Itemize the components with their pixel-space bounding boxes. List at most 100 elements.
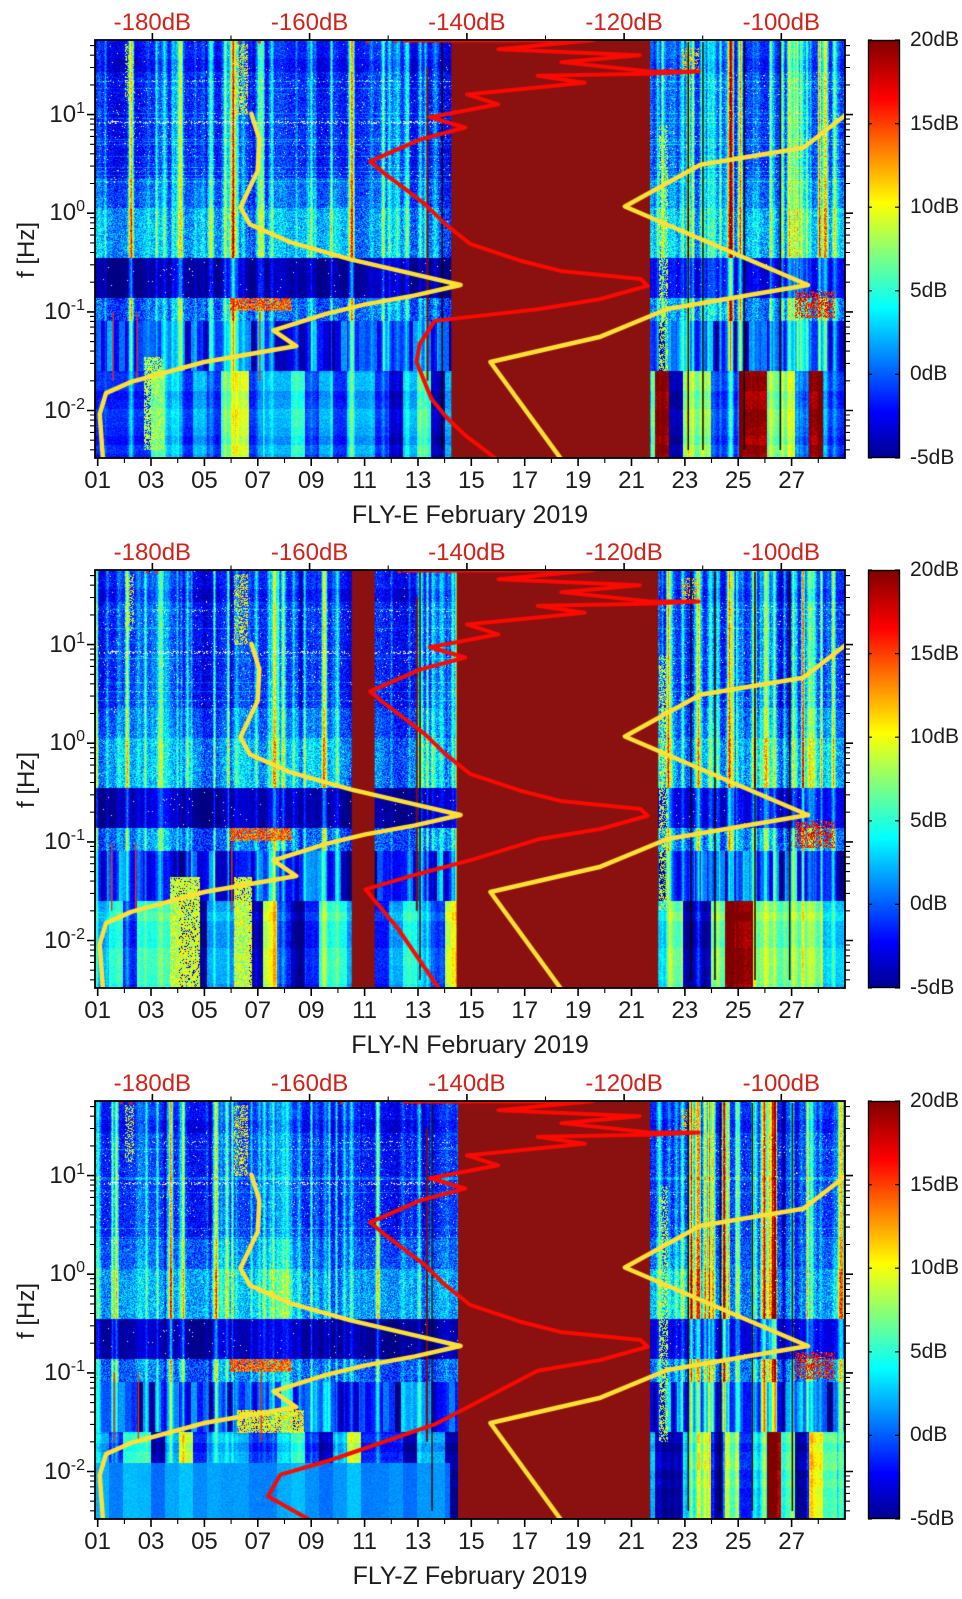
y-tick-exponent: 0 xyxy=(76,198,85,216)
x-axis-tick-label: 03 xyxy=(137,467,165,494)
top-axis-tick-label: -180dB xyxy=(113,9,192,36)
y-tick-base: 10 xyxy=(49,1260,77,1288)
y-tick-exponent: 1 xyxy=(76,1160,85,1178)
x-axis-tick-label: 05 xyxy=(191,1528,218,1555)
top-axis-tick-label: -140dB xyxy=(428,1070,506,1097)
colorbar-ticks xyxy=(867,39,901,459)
y-tick-exponent: 1 xyxy=(76,629,85,647)
y-axis-tick-label: 10-2 xyxy=(17,926,85,955)
x-axis-tick-label: 07 xyxy=(244,997,272,1024)
colorbar-tick-label: 5dB xyxy=(910,278,948,302)
top-axis-tick-label: -120dB xyxy=(585,9,663,36)
x-axis-tick-label: 17 xyxy=(511,997,539,1024)
x-axis-tick-label: 07 xyxy=(244,1528,272,1555)
x-axis-tick-label: 03 xyxy=(137,1528,165,1555)
y-tick-base: 10 xyxy=(49,1161,77,1189)
spectrogram-panel-fly-n: -180dB -160dB -140dB -120dB -100dB 01 03 05 07 0… xyxy=(13,539,959,1059)
x-axis-tick-label: 23 xyxy=(671,997,699,1024)
y-tick-exponent: 1 xyxy=(76,99,85,117)
x-axis-tick-label: 23 xyxy=(671,467,699,494)
x-axis-tick-label: 13 xyxy=(404,467,432,494)
top-axis-tick-label: -140dB xyxy=(428,539,506,566)
colorbar: 20dB 15dB 10dB 5dB 0dB -5dB xyxy=(867,1089,959,1530)
y-axis-tick-label: 10-1 xyxy=(17,1358,85,1387)
colorbar-tick-label: 15dB xyxy=(910,1172,960,1196)
colorbar-tick-label: -5dB xyxy=(910,446,955,469)
top-axis-tick-label: -180dB xyxy=(113,539,192,566)
top-axis-tick-label: -160dB xyxy=(270,1070,349,1097)
y-axis-tick-label: 101 xyxy=(17,1161,85,1190)
x-axis-tick-label: 15 xyxy=(457,467,485,494)
colorbar-border xyxy=(867,39,901,459)
y-tick-base: 10 xyxy=(44,1457,71,1485)
x-axis-tick-label: 27 xyxy=(778,1528,805,1555)
x-axis-tick-label: 11 xyxy=(352,997,378,1024)
x-axis-tick-label: 17 xyxy=(511,1528,539,1555)
colorbar-tick-label: 15dB xyxy=(910,111,960,135)
x-axis-tick-label: 01 xyxy=(84,1528,111,1555)
colorbar-tick-label: 10dB xyxy=(910,195,960,219)
x-axis-tick-label: 23 xyxy=(671,1528,699,1555)
y-tick-exponent: 0 xyxy=(76,728,85,746)
y-tick-base: 10 xyxy=(49,199,77,227)
y-tick-exponent: -2 xyxy=(70,1456,85,1474)
panel-title: FLY-E February 2019 xyxy=(351,501,589,529)
x-axis-tick-label: 05 xyxy=(191,467,218,494)
colorbar-tick-label: 20dB xyxy=(910,558,960,581)
colorbar-tick-label: 5dB xyxy=(910,1339,948,1363)
y-axis-label: f [Hz] xyxy=(13,222,40,279)
y-tick-exponent: 0 xyxy=(76,1259,85,1277)
x-axis-tick-label: 15 xyxy=(457,1528,485,1555)
spectrogram-canvas-fly-n xyxy=(95,570,845,988)
colorbar-tick-label: 20dB xyxy=(910,28,960,51)
x-axis-tick-label: 13 xyxy=(404,1528,432,1555)
y-tick-exponent: -1 xyxy=(70,826,85,844)
colorbar-border xyxy=(867,569,901,989)
y-tick-base: 10 xyxy=(44,926,71,954)
colorbar-ticks xyxy=(867,1100,901,1520)
x-axis-tick-label: 09 xyxy=(297,467,325,494)
x-axis-tick-label: 25 xyxy=(724,467,752,494)
x-axis-tick-label: 13 xyxy=(404,997,432,1024)
top-axis-tick-label: -160dB xyxy=(270,9,349,36)
y-axis-tick-label: 100 xyxy=(17,198,85,227)
colorbar-tick-label: 0dB xyxy=(910,892,948,916)
top-axis-tick-label: -180dB xyxy=(113,1070,192,1097)
y-tick-exponent: -2 xyxy=(70,925,85,943)
x-axis-tick-label: 19 xyxy=(564,467,592,494)
x-axis-tick-label: 01 xyxy=(84,997,111,1024)
x-axis-tick-label: 09 xyxy=(297,1528,325,1555)
y-axis-tick-label: 101 xyxy=(17,100,85,129)
x-axis-tick-label: 09 xyxy=(297,997,325,1024)
colorbar-gradient xyxy=(868,570,900,988)
colorbar-tick-marks xyxy=(868,39,900,459)
colorbar-tick-label: 0dB xyxy=(910,362,948,386)
x-axis-tick-label: 11 xyxy=(352,467,378,494)
y-tick-base: 10 xyxy=(49,100,77,128)
colorbar-tick-label: 10dB xyxy=(910,725,960,749)
colorbar-tick-label: -5dB xyxy=(910,1507,955,1530)
x-axis-tick-label: 19 xyxy=(564,1528,592,1555)
colorbar-border xyxy=(867,1100,901,1520)
y-tick-exponent: -1 xyxy=(70,296,85,314)
top-axis-tick-label: -100dB xyxy=(742,539,820,566)
top-axis-tick-label: -120dB xyxy=(585,539,663,566)
y-axis-tick-label: 10-1 xyxy=(17,297,85,326)
y-axis-tick-label: 101 xyxy=(17,630,85,659)
y-tick-base: 10 xyxy=(49,630,77,658)
colorbar-tick-label: 5dB xyxy=(910,808,948,832)
x-axis-tick-label: 25 xyxy=(724,997,752,1024)
x-axis-tick-label: 21 xyxy=(618,1528,645,1555)
colorbar-gradient xyxy=(868,1101,900,1519)
x-axis-tick-label: 03 xyxy=(137,997,165,1024)
y-axis-tick-label: 10-2 xyxy=(17,396,85,425)
colorbar-gradient xyxy=(868,40,900,458)
y-axis-label: f [Hz] xyxy=(13,752,40,809)
colorbar-tick-label: 0dB xyxy=(910,1423,948,1447)
x-axis-tick-label: 05 xyxy=(191,997,218,1024)
x-axis-tick-label: 11 xyxy=(352,1528,378,1555)
x-axis-tick-label: 21 xyxy=(618,997,645,1024)
x-axis-tick-label: 15 xyxy=(457,997,485,1024)
top-axis-tick-label: -160dB xyxy=(270,539,349,566)
x-axis-tick-label: 27 xyxy=(778,997,805,1024)
